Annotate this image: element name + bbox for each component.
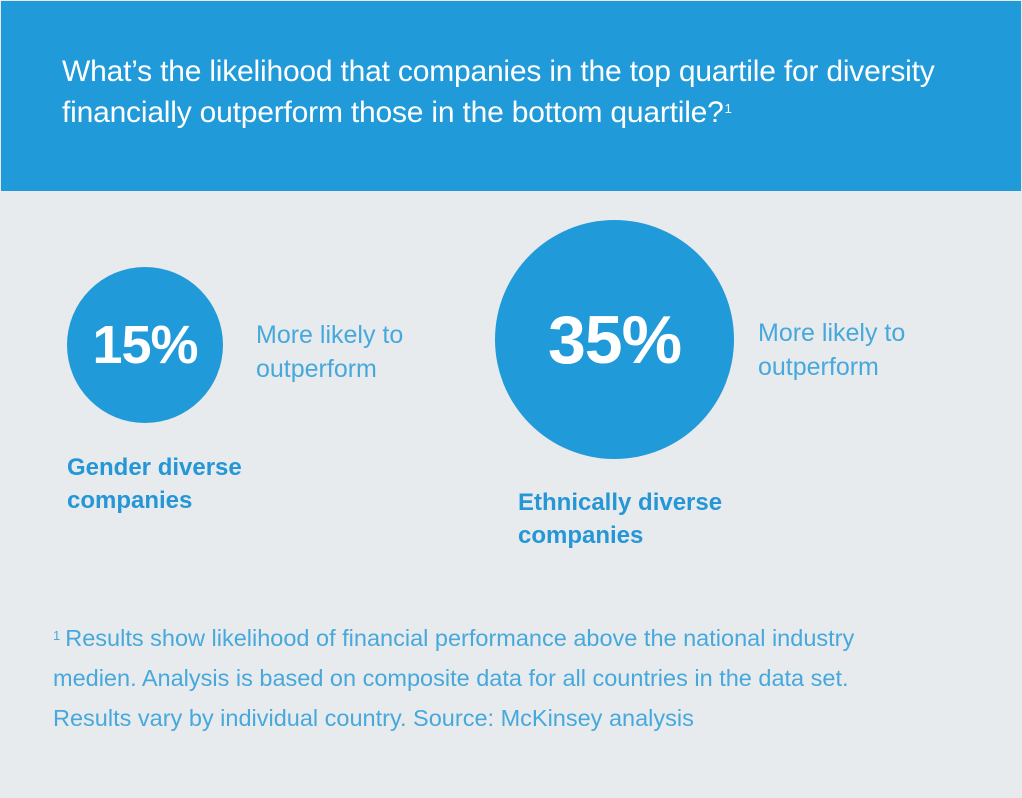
chart-title: What’s the likelihood that companies in … <box>62 51 962 133</box>
ethnic-value-circle: 35% <box>495 220 734 459</box>
gender-category-label: Gender diverse companies <box>67 454 242 514</box>
chart-title-text: What’s the likelihood that companies in … <box>62 55 935 129</box>
gender-description: More likely to outperform <box>256 321 404 383</box>
gender-value-label: 15% <box>92 315 198 375</box>
footnote: 1 Results show likelihood of financial pe… <box>53 618 993 738</box>
header-banner: What’s the likelihood that companies in … <box>1 1 1021 191</box>
ethnic-description: More likely to outperform <box>758 319 906 381</box>
gender-value-circle: 15% <box>67 267 223 423</box>
footnote-text: Results show likelihood of financial per… <box>53 625 855 731</box>
ethnic-category-label: Ethnically diverse companies <box>518 489 723 549</box>
title-footnote-marker: 1 <box>724 101 732 116</box>
footnote-marker: 1 <box>53 628 61 643</box>
ethnic-value-label: 35% <box>547 301 682 378</box>
